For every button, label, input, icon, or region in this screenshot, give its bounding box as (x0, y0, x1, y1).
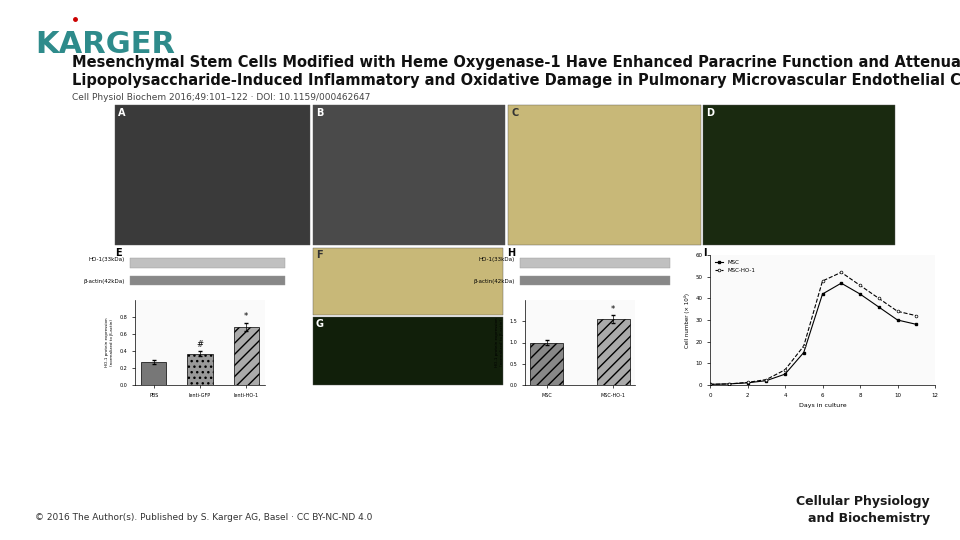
MSC (854, 291, 866, 297)
MSC-HO-1 (835, 269, 847, 275)
Text: F: F (316, 250, 323, 260)
MSC (910, 321, 922, 328)
Y-axis label: HO-1 protein expression
(normalized to β-actin): HO-1 protein expression (normalized to β… (106, 318, 114, 367)
Line: MSC-HO-1: MSC-HO-1 (708, 271, 918, 386)
Text: B: B (316, 108, 324, 118)
Text: © 2016 The Author(s). Published by S. Karger AG, Basel · CC BY-NC-ND 4.0: © 2016 The Author(s). Published by S. Ka… (35, 513, 372, 522)
Text: G: G (316, 319, 324, 329)
Text: Mesenchymal Stem Cells Modified with Heme Oxygenase-1 Have Enhanced Paracrine Fu: Mesenchymal Stem Cells Modified with Hem… (72, 55, 960, 70)
MSC-HO-1 (817, 278, 828, 284)
Bar (141, 362, 166, 385)
Text: C: C (511, 108, 518, 118)
Text: #: # (197, 340, 204, 349)
MSC-HO-1 (854, 282, 866, 288)
Legend: MSC, MSC-HO-1: MSC, MSC-HO-1 (712, 258, 757, 275)
MSC (798, 349, 809, 356)
Text: HO-1(33kDa): HO-1(33kDa) (479, 256, 515, 261)
MSC (742, 380, 754, 386)
Text: Lipopolysaccharide-Induced Inflammatory and Oxidative Damage in Pulmonary Microv: Lipopolysaccharide-Induced Inflammatory … (72, 73, 960, 88)
Text: *: * (244, 312, 249, 321)
Bar (313, 248, 503, 315)
Text: Cellular Physiology: Cellular Physiology (797, 495, 930, 508)
Bar (520, 276, 670, 285)
MSC-HO-1 (892, 308, 903, 315)
Text: KARGER: KARGER (35, 30, 175, 59)
MSC (723, 381, 734, 387)
Bar (530, 342, 564, 385)
MSC-HO-1 (705, 381, 716, 388)
Bar (313, 317, 503, 385)
MSC (705, 381, 716, 388)
MSC-HO-1 (910, 313, 922, 319)
Bar (520, 258, 670, 268)
MSC (892, 317, 903, 323)
Text: β-actin(42kDa): β-actin(42kDa) (473, 279, 515, 284)
Line: MSC: MSC (708, 282, 918, 386)
MSC (760, 377, 772, 384)
Text: D: D (706, 108, 714, 118)
Bar (187, 354, 213, 385)
Text: I: I (703, 248, 707, 258)
Text: H: H (507, 248, 516, 258)
Bar (703, 105, 895, 245)
Y-axis label: Cell number (× 10⁴): Cell number (× 10⁴) (684, 293, 690, 348)
Bar (233, 327, 259, 385)
Text: *: * (612, 306, 615, 314)
Text: A: A (118, 108, 126, 118)
Text: HO-1(33kDa): HO-1(33kDa) (88, 256, 125, 261)
Bar (313, 105, 505, 245)
MSC (817, 291, 828, 297)
MSC-HO-1 (780, 367, 791, 373)
MSC-HO-1 (873, 295, 884, 301)
MSC-HO-1 (723, 381, 734, 387)
Bar (115, 105, 310, 245)
Text: E: E (115, 248, 122, 258)
Text: Cell Physiol Biochem 2016;49:101–122 · DOI: 10.1159/000462647: Cell Physiol Biochem 2016;49:101–122 · D… (72, 93, 371, 102)
Y-axis label: HO-1 protein expression
(normalized to β-actin): HO-1 protein expression (normalized to β… (495, 318, 504, 367)
Text: and Biochemistry: and Biochemistry (808, 512, 930, 525)
Bar (597, 319, 630, 385)
Text: β-actin(42kDa): β-actin(42kDa) (84, 279, 125, 284)
Bar (130, 276, 285, 285)
X-axis label: Days in culture: Days in culture (799, 403, 847, 408)
Bar (130, 258, 285, 268)
MSC-HO-1 (760, 376, 772, 383)
MSC (780, 371, 791, 377)
MSC-HO-1 (798, 343, 809, 349)
MSC (873, 304, 884, 310)
Bar (508, 105, 701, 245)
MSC (835, 280, 847, 286)
MSC-HO-1 (742, 379, 754, 386)
